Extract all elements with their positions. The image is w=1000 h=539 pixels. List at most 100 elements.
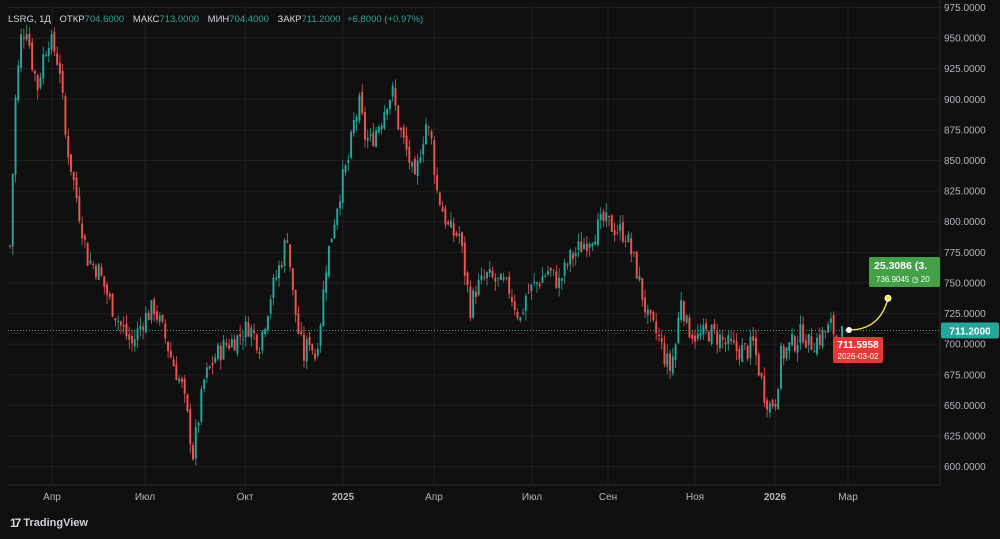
x-tick-label: Ноя [686,492,704,503]
candle-body [147,312,150,321]
candle-body [563,262,566,277]
candle-body [585,243,588,252]
candle-body [402,127,405,138]
candle-body [716,331,719,345]
candle-body [646,309,649,316]
candle-body [97,264,100,280]
candle-body [131,336,133,344]
candle-body [264,328,267,334]
candle-body [735,341,738,352]
candle-body [203,379,206,389]
candle-body [513,301,516,311]
candle-body [641,278,644,300]
candle-body [610,215,613,232]
candle-body [286,240,289,243]
candle-body [571,253,574,259]
candle-body [707,331,710,342]
candle-body [391,85,394,97]
high-label: МАКС [132,14,160,25]
candle-body [103,276,106,287]
candle-body [827,324,830,333]
change-value: +6.8000 (+0.97%) [347,14,424,25]
candle-body [549,268,552,271]
candle-body [150,300,153,321]
candle-body [272,277,275,299]
candle-body [175,364,178,380]
candle-body [316,348,319,356]
candle-body [771,400,774,407]
candle-body [56,53,59,65]
candle-body [36,74,39,91]
price-axis-bg [940,0,1000,510]
candle-body [746,345,749,359]
candle-body [300,331,303,334]
x-tick-label: Апр [43,492,61,503]
candle-body [283,240,286,266]
candle-body [594,241,597,245]
candle-body [743,343,746,345]
candle-body [117,321,120,323]
symbol-label[interactable]: LSRG, 1Д [8,14,51,25]
last-price-label: 711.2000 [949,326,991,337]
candle-body [644,297,647,313]
candle-body [685,315,688,323]
candle-body [605,212,608,222]
candle-body [363,111,366,140]
candle-body [588,243,591,248]
candle-body [142,326,145,330]
candle-body [694,335,696,342]
x-tick-label: Апр [425,492,443,503]
forecast-curve [848,298,889,331]
candle-body [724,342,727,345]
candle-body [372,132,375,147]
candle-body [799,324,802,344]
candle-body [377,126,380,133]
y-tick-label: 625.0000 [944,432,986,443]
candle-body [682,301,685,322]
candle-body [486,272,488,279]
candle-body [741,344,744,362]
candle-body [397,105,400,130]
candle-body [544,275,547,277]
candle-body [419,157,422,163]
current-point-dot [846,326,852,333]
y-tick-label: 750.0000 [944,278,986,289]
candle-body [319,325,322,346]
candle-body [671,356,674,374]
candle-body [14,97,17,175]
candle-body [655,321,658,334]
candle-body [721,336,724,340]
y-tick-label: 800.0000 [944,217,986,228]
candlestick-chart[interactable]: 975.0000 950.0000 925.0000 900.0000 875.0000… [0,0,1000,510]
candle-body [635,251,638,279]
candle-body [167,341,170,351]
candle-body [619,224,622,231]
candle-body [804,340,807,348]
x-tick-label: 2025 [332,492,355,503]
candle-body [774,403,777,407]
candle-body [718,334,721,349]
candle-body [596,219,599,246]
candle-body [305,339,308,362]
y-tick-label: 825.0000 [944,187,986,198]
candle-body [350,131,353,158]
candle-body [228,344,231,349]
y-tick-label: 700.0000 [944,340,986,351]
candle-body [39,77,42,88]
candle-body [696,333,699,340]
candle-body [11,174,14,247]
candle-body [427,126,430,128]
candle-body [17,65,20,101]
candle-body [388,100,391,109]
candle-body [524,295,527,311]
candle-body [327,245,330,277]
candle-body [480,275,483,280]
candle-body [832,315,835,335]
tradingview-logo[interactable]: 17 TradingView [10,516,88,530]
candle-body [566,264,569,266]
candle-body [710,325,713,345]
close-value: 711.2000 [301,14,341,25]
candle-body [366,137,369,141]
candle-body [100,267,103,276]
